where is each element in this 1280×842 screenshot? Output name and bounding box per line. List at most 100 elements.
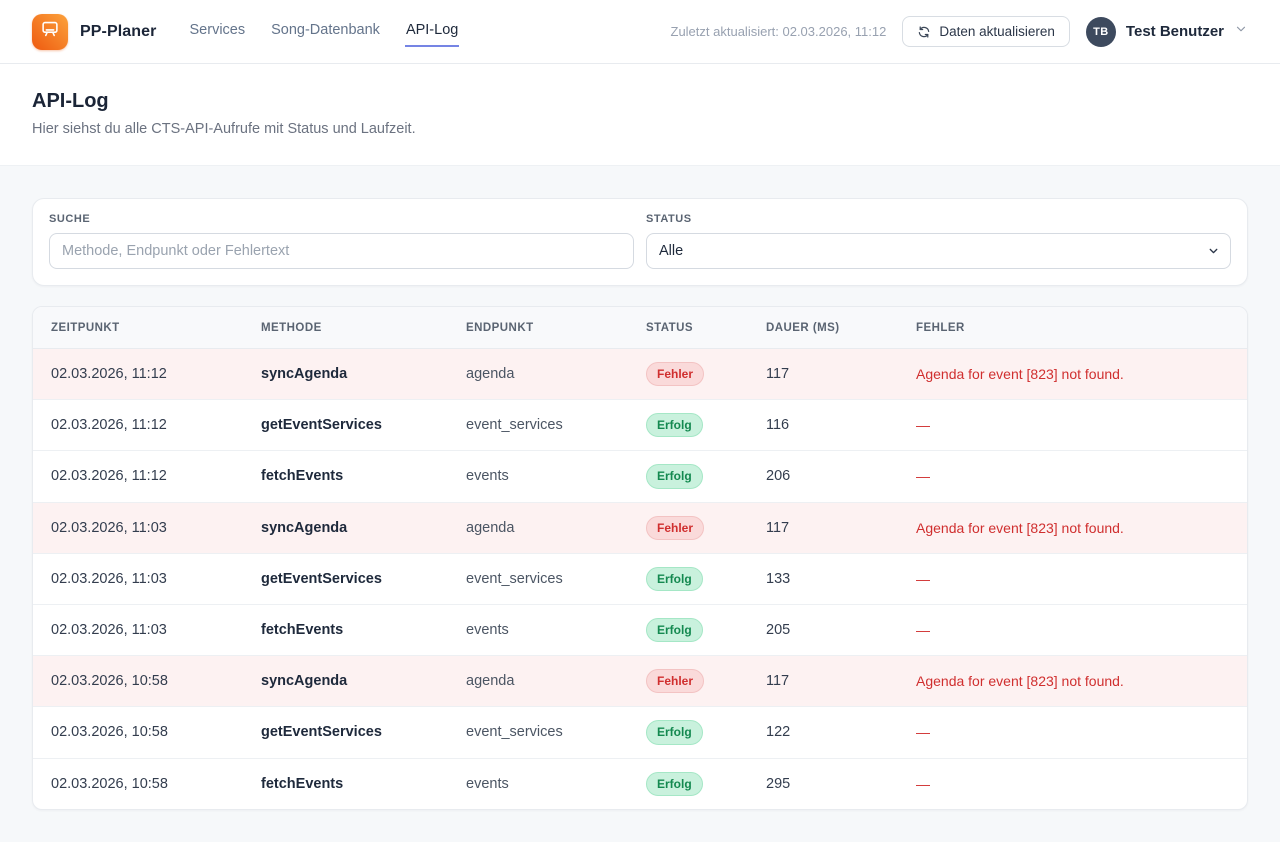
cell-zeitpunkt: 02.03.2026, 11:03	[33, 552, 243, 605]
status-badge: Erfolg	[646, 464, 703, 489]
cell-status: Erfolg	[628, 399, 748, 451]
cell-status: Erfolg	[628, 450, 748, 503]
cell-methode: fetchEvents	[243, 757, 448, 809]
cell-methode: fetchEvents	[243, 450, 448, 503]
table-header: Zeitpunkt Methode Endpunkt Status Dauer …	[33, 307, 1247, 349]
cell-fehler: Agenda for event [823] not found.	[898, 501, 1247, 554]
table-row[interactable]: 02.03.2026, 11:12 fetchEvents events Erf…	[33, 450, 1247, 503]
cell-dauer: 206	[748, 450, 898, 503]
refresh-data-button[interactable]: Daten aktualisieren	[902, 16, 1070, 47]
table-row[interactable]: 02.03.2026, 11:03 fetchEvents events Erf…	[33, 603, 1247, 656]
cell-fehler: —	[898, 757, 1247, 809]
table-row[interactable]: 02.03.2026, 11:03 getEventServices event…	[33, 552, 1247, 605]
main-content: Suche Status Alle Zeitpunkt Methode	[0, 166, 1280, 842]
cell-status: Erfolg	[628, 603, 748, 656]
cell-fehler: —	[898, 706, 1247, 758]
column-header-fehler: Fehler	[898, 307, 1247, 349]
cell-dauer: 116	[748, 399, 898, 451]
refresh-icon	[917, 25, 931, 39]
cell-zeitpunkt: 02.03.2026, 11:12	[33, 399, 243, 451]
table-row[interactable]: 02.03.2026, 11:12 syncAgenda agenda Fehl…	[33, 348, 1247, 400]
status-badge: Erfolg	[646, 413, 703, 438]
cell-status: Fehler	[628, 501, 748, 554]
brand-name: PP-Planer	[80, 22, 157, 40]
cell-methode: syncAgenda	[243, 501, 448, 554]
cell-dauer: 122	[748, 706, 898, 758]
cell-status: Erfolg	[628, 706, 748, 758]
cell-zeitpunkt: 02.03.2026, 11:12	[33, 450, 243, 503]
cell-endpunkt: event_services	[448, 552, 628, 605]
brand: PP-Planer	[32, 13, 157, 50]
cell-endpunkt: events	[448, 603, 628, 656]
cell-endpunkt: agenda	[448, 501, 628, 554]
cell-status: Erfolg	[628, 552, 748, 605]
status-badge: Fehler	[646, 362, 705, 387]
cell-fehler: —	[898, 603, 1247, 656]
status-badge: Fehler	[646, 669, 705, 694]
cell-zeitpunkt: 02.03.2026, 10:58	[33, 655, 243, 707]
filter-card: Suche Status Alle	[32, 198, 1248, 286]
cell-endpunkt: events	[448, 757, 628, 809]
status-badge: Erfolg	[646, 771, 703, 796]
column-header-status: Status	[628, 307, 748, 349]
table-row[interactable]: 02.03.2026, 10:58 syncAgenda agenda Fehl…	[33, 655, 1247, 707]
cell-methode: syncAgenda	[243, 655, 448, 707]
column-header-dauer: Dauer (ms)	[748, 307, 898, 349]
cell-dauer: 295	[748, 757, 898, 809]
table-row[interactable]: 02.03.2026, 11:12 getEventServices event…	[33, 399, 1247, 451]
user-name: Test Benutzer	[1125, 23, 1224, 40]
status-badge: Erfolg	[646, 566, 703, 591]
last-updated-text: Zuletzt aktualisiert: 02.03.2026, 11:12	[670, 24, 887, 39]
cell-methode: getEventServices	[243, 552, 448, 605]
cell-dauer: 133	[748, 552, 898, 605]
refresh-button-label: Daten aktualisieren	[939, 24, 1055, 39]
chevron-down-icon	[1234, 22, 1248, 41]
status-badge: Erfolg	[646, 617, 703, 643]
cell-methode: fetchEvents	[243, 603, 448, 656]
table-row[interactable]: 02.03.2026, 11:03 syncAgenda agenda Fehl…	[33, 501, 1247, 554]
cell-methode: syncAgenda	[261, 366, 348, 383]
cell-dauer: 205	[748, 603, 898, 656]
status-select[interactable]: Alle	[646, 233, 1231, 269]
main-nav: Services Song-Datenbank API-Log	[189, 16, 460, 47]
nav-item-api-log[interactable]: API-Log	[404, 16, 460, 47]
cell-zeitpunkt: 02.03.2026, 11:03	[33, 501, 243, 554]
cell-endpunkt: events	[448, 450, 628, 503]
cell-fehler: —	[898, 450, 1247, 503]
cell-status: Fehler	[628, 349, 748, 400]
cell-endpunkt: event_services	[448, 399, 628, 451]
table-row[interactable]: 02.03.2026, 10:58 fetchEvents events Erf…	[33, 757, 1247, 809]
app-logo[interactable]	[32, 13, 68, 50]
cell-fehler: —	[898, 399, 1247, 451]
nav-item-song-datenbank[interactable]: Song-Datenbank	[271, 22, 380, 38]
cell-zeitpunkt: 02.03.2026, 11:12	[51, 366, 167, 383]
page-subtitle: Hier siehst du alle CTS-API-Aufrufe mit …	[32, 121, 416, 137]
cell-methode: getEventServices	[243, 706, 448, 758]
topbar: PP-Planer Services Song-Datenbank API-Lo…	[0, 0, 1280, 64]
cell-methode: getEventServices	[243, 399, 448, 451]
status-badge: Fehler	[646, 515, 705, 540]
search-input[interactable]	[49, 233, 634, 269]
cell-dauer: 117	[766, 366, 790, 383]
user-menu[interactable]: TB Test Benutzer	[1085, 16, 1248, 47]
nav-item-services[interactable]: Services	[189, 22, 246, 38]
search-field-group: Suche	[49, 213, 634, 269]
column-header-methode: Methode	[243, 307, 448, 349]
table-row[interactable]: 02.03.2026, 10:58 getEventServices event…	[33, 706, 1247, 758]
cell-fehler: Agenda for event [823] not found.	[898, 655, 1247, 707]
cell-zeitpunkt: 02.03.2026, 11:03	[33, 603, 243, 656]
cell-dauer: 117	[748, 655, 898, 707]
page-header: API-Log Hier siehst du alle CTS-API-Aufr…	[0, 64, 1280, 166]
cell-status: Erfolg	[628, 757, 748, 809]
cell-dauer: 117	[748, 501, 898, 554]
cell-endpunkt: agenda	[448, 655, 628, 707]
log-table-body: 02.03.2026, 11:12 syncAgenda agenda Fehl…	[33, 348, 1247, 809]
cell-endpunkt: event_services	[448, 706, 628, 758]
api-log-table-card: Zeitpunkt Methode Endpunkt Status Dauer …	[32, 306, 1248, 810]
topbar-right: Zuletzt aktualisiert: 02.03.2026, 11:12 …	[671, 16, 1249, 47]
cell-zeitpunkt: 02.03.2026, 10:58	[33, 706, 243, 758]
status-badge: Erfolg	[646, 720, 703, 745]
cell-status: Fehler	[628, 655, 748, 707]
status-label: Status	[646, 213, 692, 225]
presentation-board-icon	[39, 18, 61, 45]
